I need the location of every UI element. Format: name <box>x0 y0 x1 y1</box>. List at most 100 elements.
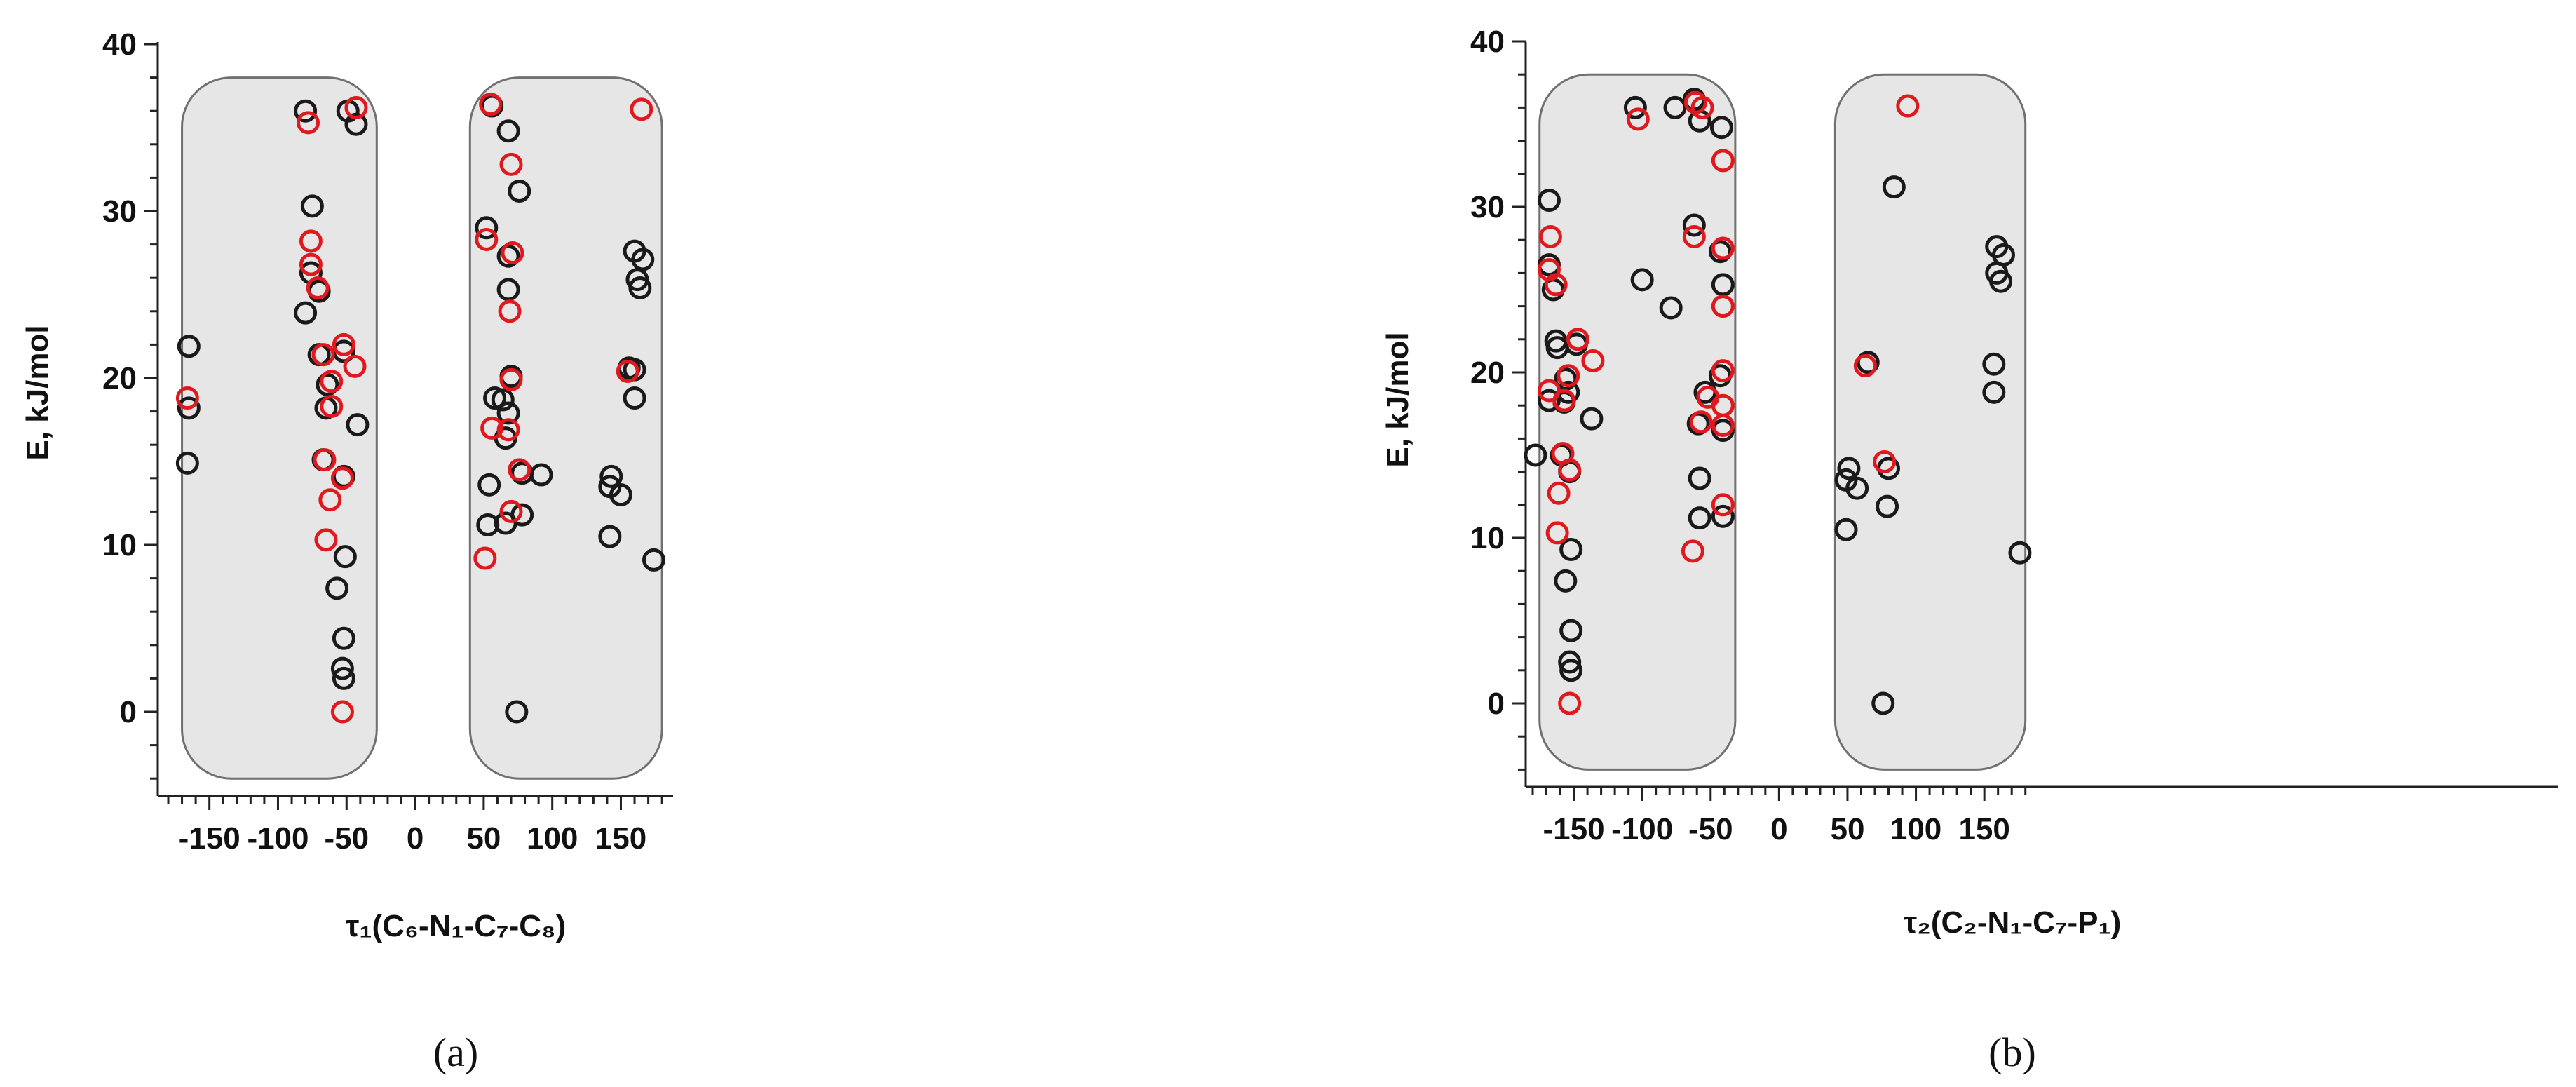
panel-a-black-point <box>599 464 623 488</box>
panel-b-red-point <box>1581 349 1605 372</box>
panel-a-black-point <box>491 388 515 412</box>
panel-a-black-point <box>332 626 355 650</box>
panel-b-x-tick-label: 150 <box>1958 812 2009 846</box>
panel-b-y-tick-label: 40 <box>1470 25 1505 59</box>
panel-a-red-point <box>320 370 344 393</box>
panel-b-red-point <box>1545 521 1569 545</box>
panel-b-black-point <box>1630 268 1654 292</box>
panel-b-red-point <box>1558 691 1582 715</box>
panel-b-red-point <box>1896 94 1920 118</box>
panel-b-black-point <box>1659 296 1683 320</box>
panel-a-black-point <box>508 179 531 203</box>
panel-b-black-point <box>1882 175 1906 199</box>
panel-a-y-tick-label: 30 <box>102 194 137 229</box>
panel-b-red-point <box>1711 414 1735 438</box>
panel-b-x-tick-label: -100 <box>1611 812 1673 846</box>
panel-b-shaded-region-1 <box>1538 73 1737 771</box>
panel-a-y-tick-label: 40 <box>102 27 137 62</box>
panel-a-black-point <box>623 386 646 410</box>
panel-b-red-point <box>1557 364 1580 388</box>
panel-b-black-point <box>1871 691 1895 715</box>
panel-b-red-point <box>1853 354 1877 378</box>
panel-a-red-point <box>616 359 639 383</box>
panel-a-black-point <box>332 666 355 690</box>
panel-a-red-point <box>320 394 344 418</box>
panel-b-red-point <box>1681 539 1704 563</box>
panel-a-black-point <box>177 396 201 420</box>
panel-b-black-point <box>1989 269 2013 293</box>
panel-a-black-point <box>300 194 324 218</box>
panel-a-red-point <box>501 241 524 264</box>
panel-a-x-tick-label: 150 <box>595 821 646 856</box>
panel-b-y-tick-label: 20 <box>1470 356 1505 390</box>
panel-b-black-point <box>1708 240 1732 264</box>
panel-b-y-tick-label: 30 <box>1470 190 1505 224</box>
panel-a-black-point <box>609 483 632 507</box>
panel-a-red-point <box>314 528 338 552</box>
panel-b-red-point <box>1711 493 1735 517</box>
panel-a-black-point <box>628 276 652 299</box>
panel-b-x-tick-label: 50 <box>1830 812 1864 846</box>
panel-a-x-tick-label: -50 <box>324 821 369 856</box>
panel-b-x-tick-label: -150 <box>1543 812 1605 846</box>
panel-b-black-point <box>1688 466 1711 490</box>
panel-a-black-point <box>294 301 318 325</box>
panel-b-black-point <box>1711 504 1735 528</box>
panel-a-black-point <box>642 548 665 572</box>
panel-b-red-point <box>1544 273 1568 297</box>
panel-a-black-point <box>496 401 520 425</box>
panel-a-black-point <box>598 525 622 548</box>
panel-a-black-point <box>475 216 499 240</box>
panel-b-red-point <box>1711 236 1735 260</box>
panel-a-y-tick-label: 20 <box>102 361 137 396</box>
panel-b-red-point <box>1711 295 1735 318</box>
panel-b-black-point <box>1837 457 1861 480</box>
panel-a-red-point <box>496 418 520 442</box>
panel-b-red-point <box>1558 458 1582 482</box>
panel-a-red-point <box>475 227 499 251</box>
panel-b-black-point <box>1845 476 1869 500</box>
panel-a-black-point <box>333 545 357 569</box>
panel-a-x-tick-label: 0 <box>407 821 423 856</box>
panel-b-x-axis-title: τ₂(C₂-N₁-C₇-P₁) <box>1904 905 2122 940</box>
panel-a-red-point <box>297 111 320 135</box>
panel-b-red-point <box>1537 379 1561 403</box>
panel-b-black-point <box>1537 189 1561 212</box>
panel-a-black-point <box>510 503 534 527</box>
panel-a-red-point <box>630 97 653 121</box>
panel-a-red-point <box>479 93 503 116</box>
panel-a-red-point <box>330 466 354 490</box>
panel-b-black-point <box>1554 367 1578 391</box>
panel-b-black-point <box>1834 518 1858 541</box>
panel-b-x-tick-label: -50 <box>1688 812 1733 846</box>
panel-b-black-point <box>1711 273 1735 297</box>
panel-a-y-tick-label: 0 <box>120 695 137 729</box>
panel-b-black-point <box>1876 494 1899 518</box>
panel-a-red-point <box>311 343 335 367</box>
panel-a-red-point <box>175 386 199 410</box>
panel-a-red-point <box>343 354 367 378</box>
panel-a-x-tick-label: -100 <box>247 821 309 856</box>
panel-b-y-tick-label: 10 <box>1470 521 1505 555</box>
panel-b-black-point <box>1709 116 1733 140</box>
panel-a-red-point <box>508 458 531 482</box>
panel-b-red-point <box>1873 450 1897 473</box>
panel-a-black-point <box>496 278 520 302</box>
panel-b-red-point <box>1689 410 1713 434</box>
panel-a-black-point <box>175 451 199 475</box>
panel-a-black-point <box>316 373 339 397</box>
panel-a-red-point <box>499 499 523 523</box>
panel-b-black-point <box>1663 95 1687 119</box>
panel-b-black-point <box>1580 407 1604 431</box>
panel-a-label: (a) <box>433 1029 478 1075</box>
panel-b-black-point <box>1682 213 1706 237</box>
panel-b-black-point <box>1558 650 1582 674</box>
panel-a-red-point <box>473 546 497 570</box>
panel-a-black-point <box>325 576 349 600</box>
panel-a-black-point <box>483 386 507 410</box>
panel-a-red-point <box>306 276 330 299</box>
panel-a-black-point <box>496 244 520 268</box>
panel-a-black-point <box>529 463 553 487</box>
panel-a-black-point <box>631 248 655 271</box>
panel-a-x-axis-title: τ₁(C₆-N₁-C₇-C₈) <box>346 909 567 943</box>
